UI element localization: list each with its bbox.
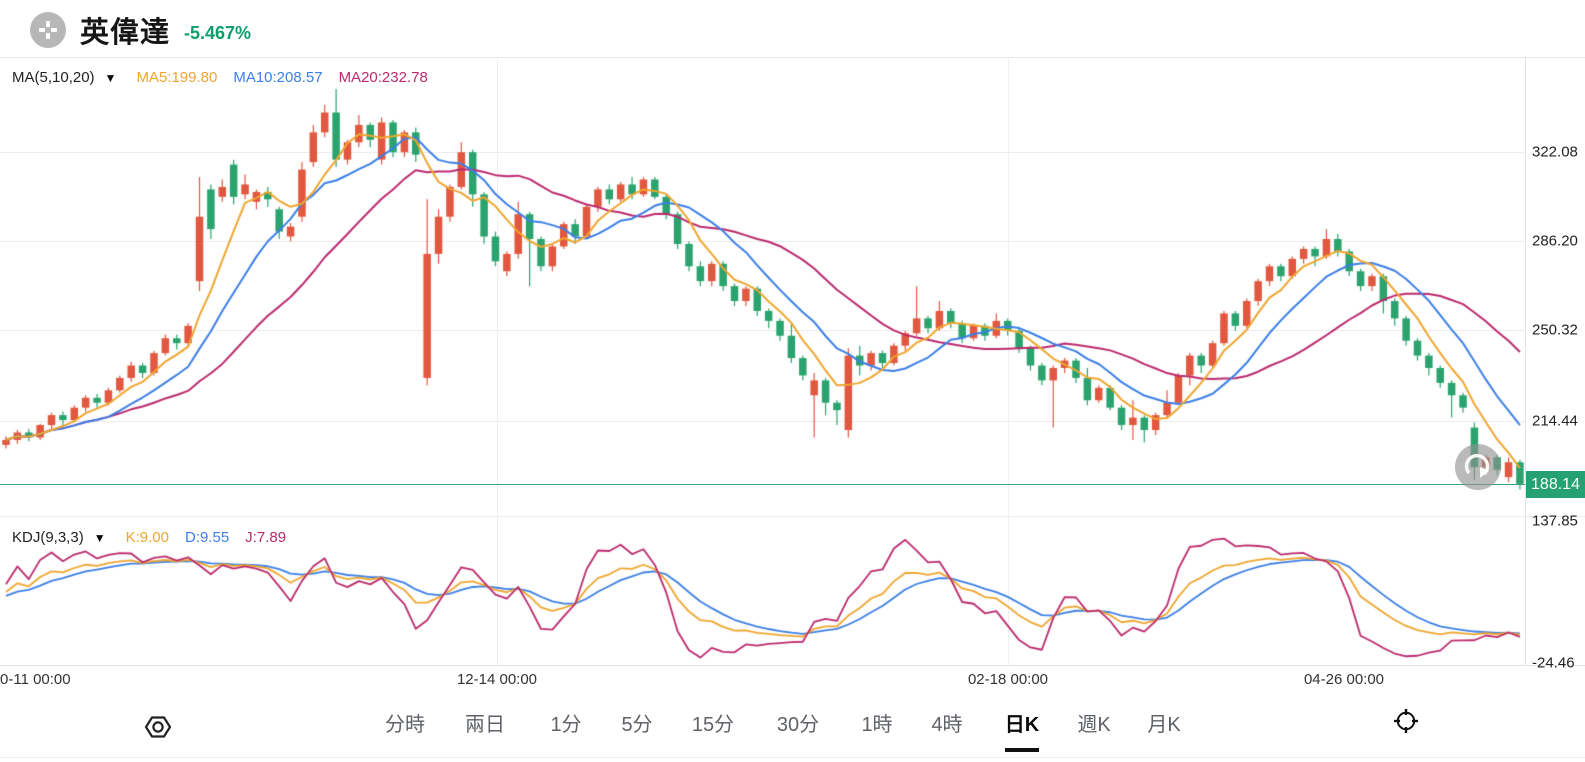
current-price-badge: 188.14 xyxy=(1526,471,1585,498)
tab-15分[interactable]: 15分 xyxy=(691,714,735,736)
kdj-tick-label: -24.46 xyxy=(1532,654,1575,672)
k-value: K:9.00 xyxy=(125,529,169,546)
kdj-legend[interactable]: KDJ(9,3,3) ▼ K:9.00 D:9.55 J:7.89 xyxy=(12,529,286,546)
crosshair-icon[interactable] xyxy=(1392,707,1420,740)
price-tick-label: 214.44 xyxy=(1532,412,1578,430)
tab-分時[interactable]: 分時 xyxy=(385,714,425,736)
date-tick-label: 04-26 00:00 xyxy=(1303,671,1385,688)
replay-icon[interactable] xyxy=(1454,443,1502,491)
chevron-down-icon: ▼ xyxy=(104,70,117,85)
header: 英偉達 -5.467% xyxy=(30,9,251,51)
tab-1分[interactable]: 1分 xyxy=(550,714,582,736)
change-percent: -5.467% xyxy=(184,23,252,43)
tab-兩日[interactable]: 兩日 xyxy=(465,714,505,736)
price-tick-label: 250.32 xyxy=(1532,321,1578,339)
ma-legend[interactable]: MA(5,10,20) ▼ MA5:199.80 MA10:208.57 MA2… xyxy=(12,69,428,86)
tab-週K[interactable]: 週K xyxy=(1077,714,1111,736)
collapse-icon[interactable] xyxy=(30,12,66,48)
ma5-value: MA5:199.80 xyxy=(136,69,218,86)
tab-月K[interactable]: 月K xyxy=(1147,714,1181,736)
tab-30分[interactable]: 30分 xyxy=(776,714,820,736)
tab-4時[interactable]: 4時 xyxy=(931,714,963,736)
current-price-line xyxy=(0,484,1525,485)
selected-tab-underline xyxy=(1005,748,1039,752)
tab-日K[interactable]: 日K xyxy=(1004,714,1040,736)
d-value: D:9.55 xyxy=(184,529,230,546)
kdj-tick-label: 137.85 xyxy=(1532,512,1578,530)
tab-1時[interactable]: 1時 xyxy=(861,714,893,736)
kdj-legend-label: KDJ(9,3,3) xyxy=(12,529,84,546)
ma-legend-label: MA(5,10,20) xyxy=(12,69,95,86)
price-tick-label: 286.20 xyxy=(1532,232,1578,250)
date-tick-label: 0-11 00:00 xyxy=(0,671,71,688)
date-tick-label: 12-14 00:00 xyxy=(456,671,538,688)
settings-icon[interactable] xyxy=(144,713,172,746)
date-tick-label: 02-18 00:00 xyxy=(967,671,1049,688)
tab-5分[interactable]: 5分 xyxy=(621,714,653,736)
stock-title: 英偉達 xyxy=(80,17,171,49)
price-tick-label: 322.08 xyxy=(1532,143,1578,161)
ma10-value: MA10:208.57 xyxy=(233,69,323,86)
collapse-icon-glyph xyxy=(39,21,57,39)
ma20-value: MA20:232.78 xyxy=(338,69,428,86)
j-value: J:7.89 xyxy=(245,529,287,546)
chevron-down-icon: ▼ xyxy=(93,530,106,545)
